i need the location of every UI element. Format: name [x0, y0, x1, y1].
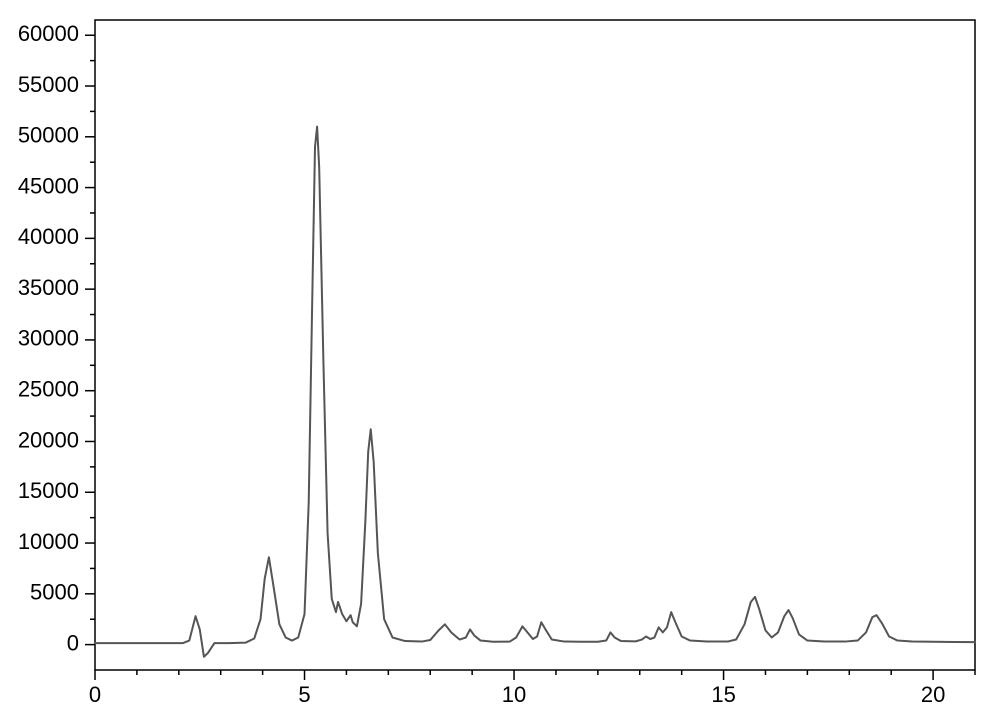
- y-tick-label: 35000: [18, 275, 79, 300]
- y-tick-label: 50000: [18, 123, 79, 148]
- x-tick-label: 5: [298, 682, 310, 707]
- y-tick-label: 5000: [30, 580, 79, 605]
- x-tick-label: 0: [89, 682, 101, 707]
- y-tick-label: 10000: [18, 529, 79, 554]
- y-tick-label: 55000: [18, 72, 79, 97]
- chromatogram-chart: 0 5000 10000 15000 20000 25000 30000 35000 40000…: [0, 0, 1000, 727]
- y-tick-label: 30000: [18, 326, 79, 351]
- y-tick-label: 0: [67, 630, 79, 655]
- chromatogram-trace: [95, 127, 975, 657]
- x-tick-label: 20: [921, 682, 945, 707]
- chart-svg: 0 5000 10000 15000 20000 25000 30000 35000 40000…: [0, 0, 1000, 727]
- y-tick-label: 45000: [18, 173, 79, 198]
- y-tick-label: 25000: [18, 377, 79, 402]
- x-tick-label: 15: [711, 682, 735, 707]
- y-tick-label: 60000: [18, 21, 79, 46]
- y-tick-label: 40000: [18, 224, 79, 249]
- y-tick-label: 20000: [18, 427, 79, 452]
- y-tick-label: 15000: [18, 478, 79, 503]
- x-tick-label: 10: [502, 682, 526, 707]
